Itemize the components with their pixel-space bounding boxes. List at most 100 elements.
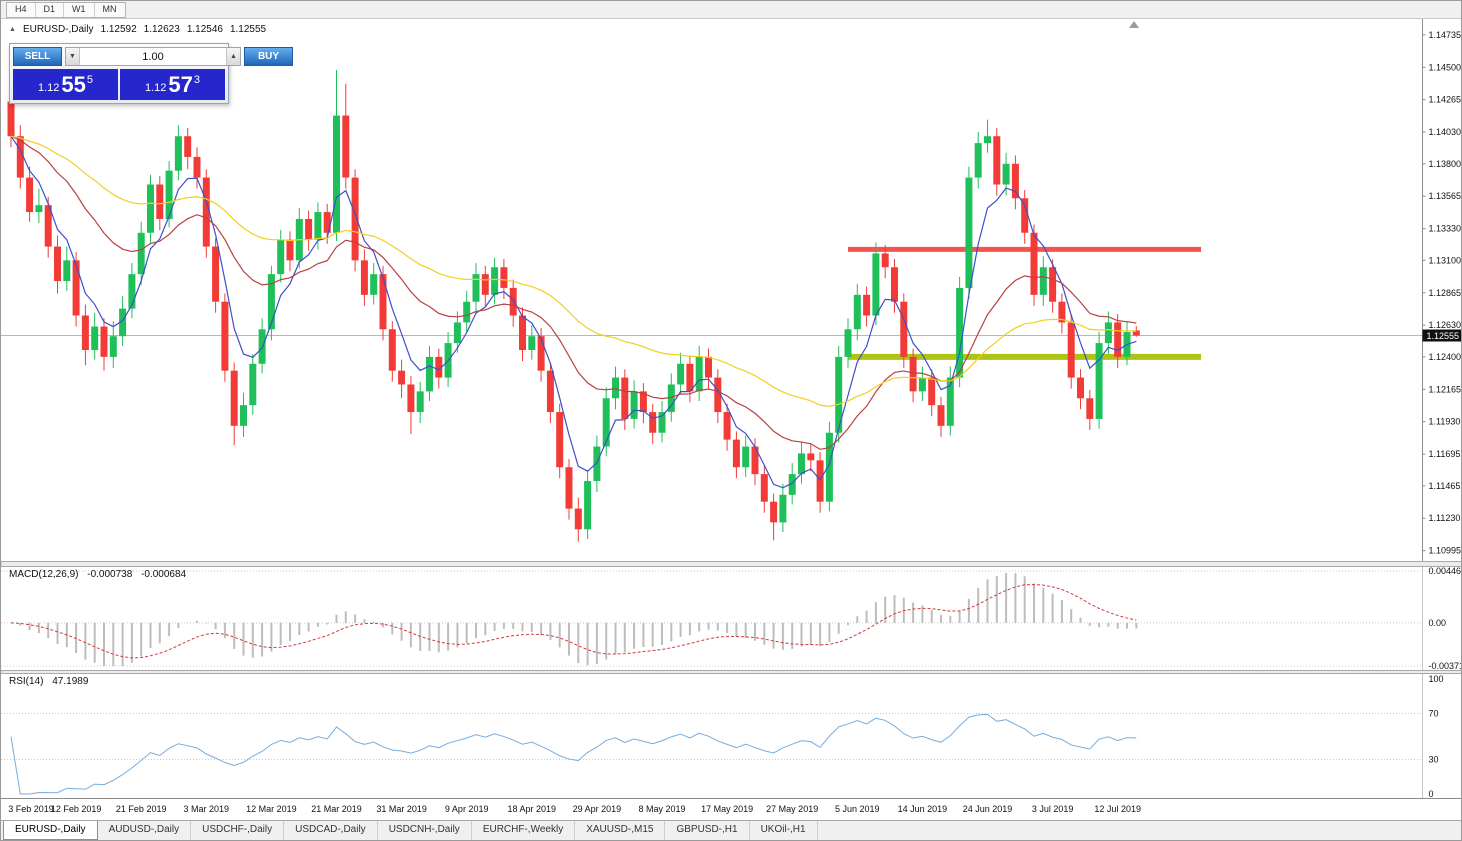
candle-up bbox=[109, 336, 117, 357]
candle-down bbox=[993, 136, 1001, 185]
candle-down bbox=[1067, 322, 1075, 378]
timeframe-button-mn[interactable]: MN bbox=[102, 3, 117, 14]
rsi-label: RSI(14) bbox=[9, 676, 44, 687]
bottom-tab-ukoil-h1[interactable]: UKOil-,H1 bbox=[750, 821, 818, 840]
date-axis-label: 9 Apr 2019 bbox=[445, 804, 489, 814]
sell-button[interactable]: SELL bbox=[13, 47, 62, 66]
candle-down bbox=[379, 274, 387, 330]
timeframe-button-h4[interactable]: H4 bbox=[7, 2, 36, 17]
candle-down bbox=[519, 315, 526, 350]
sell-price-pips: 55 bbox=[61, 71, 86, 97]
price-axis-label: 1.13100 bbox=[1429, 255, 1462, 265]
candle-down bbox=[649, 412, 657, 433]
timeframe-button-group: H4 D1 W1 MN bbox=[6, 1, 126, 18]
candle-up bbox=[1039, 267, 1047, 295]
timeframe-button-w1[interactable]: W1 bbox=[64, 2, 95, 17]
chart-canvas[interactable]: 1.14735 1.14500 1.14265 1.14030 1.13800 1.135… bbox=[1, 1, 1462, 822]
price-axis-label: 1.14735 bbox=[1429, 30, 1462, 40]
one-click-trade-panel: SELL ▼ ▲ BUY 1.12 55 5 1.12 57 3 bbox=[9, 43, 293, 104]
candle-up bbox=[277, 239, 285, 275]
candle-up bbox=[426, 356, 433, 392]
bottom-tab-audusd-daily[interactable]: AUDUSD-,Daily bbox=[98, 821, 192, 840]
candle-down bbox=[351, 177, 359, 261]
price-axis-label: 1.11695 bbox=[1429, 449, 1461, 459]
timeframe-button-d1[interactable]: D1 bbox=[36, 2, 65, 17]
candle-up bbox=[472, 274, 480, 302]
candle-up bbox=[844, 329, 852, 357]
volume-stepper: ▼ ▲ bbox=[65, 47, 241, 66]
candle-up bbox=[137, 232, 145, 275]
candle-up bbox=[463, 301, 471, 323]
bottom-tab-eurusd-daily[interactable]: EURUSD-,Daily bbox=[3, 821, 98, 840]
candle-down bbox=[230, 370, 238, 426]
candle-down bbox=[7, 101, 15, 137]
volume-down-button[interactable]: ▼ bbox=[66, 48, 80, 65]
candle-down bbox=[26, 177, 34, 213]
bottom-tab-usdchf-daily[interactable]: USDCHF-,Daily bbox=[191, 821, 285, 840]
price-axis-label: 1.13800 bbox=[1429, 159, 1462, 169]
candle-down bbox=[863, 294, 871, 316]
candle-down bbox=[714, 377, 722, 413]
bottom-tab-eurchf-weekly[interactable]: EURCHF-,Weekly bbox=[472, 821, 576, 840]
candle-down bbox=[500, 267, 508, 288]
trade-panel-toggle-icon[interactable]: ▲ bbox=[9, 26, 16, 33]
panel-splitter[interactable] bbox=[1, 561, 1462, 567]
candle-up bbox=[370, 274, 378, 295]
candle-up bbox=[119, 308, 127, 337]
candle-up bbox=[742, 446, 750, 468]
rsi-axis-label: 70 bbox=[1429, 709, 1439, 719]
sell-price-head: 1.12 bbox=[37, 82, 60, 94]
date-axis-label: 27 May 2019 bbox=[766, 804, 818, 814]
date-axis-label: 12 Feb 2019 bbox=[51, 804, 102, 814]
candle-down bbox=[565, 467, 573, 509]
date-axis-label: 24 Jun 2019 bbox=[963, 804, 1013, 814]
buy-button[interactable]: BUY bbox=[244, 47, 293, 66]
bottom-tab-usdcnh-daily[interactable]: USDCNH-,Daily bbox=[378, 821, 472, 840]
candle-down bbox=[202, 177, 210, 247]
volume-up-button[interactable]: ▲ bbox=[226, 48, 240, 65]
candle-down bbox=[72, 260, 80, 316]
candle-down bbox=[928, 377, 936, 406]
candle-up bbox=[249, 363, 257, 406]
candle-down bbox=[1021, 198, 1029, 233]
candle-down bbox=[770, 501, 778, 523]
buy-price-box[interactable]: 1.12 57 3 bbox=[120, 69, 225, 100]
candle-up bbox=[974, 143, 982, 178]
sell-price-box[interactable]: 1.12 55 5 bbox=[13, 69, 118, 100]
macd-value-main: -0.000738 bbox=[87, 569, 133, 580]
chart-shift-marker[interactable] bbox=[1129, 21, 1139, 28]
candle-down bbox=[900, 301, 908, 357]
ma-line-fast bbox=[10, 135, 1137, 489]
macd-panel-area[interactable] bbox=[1, 567, 1423, 670]
macd-signal-line bbox=[10, 584, 1137, 659]
candle-down bbox=[407, 384, 415, 413]
panel-splitter[interactable] bbox=[1, 670, 1462, 674]
macd-value-signal: -0.000684 bbox=[141, 569, 187, 580]
bottom-tab-usdcad-daily[interactable]: USDCAD-,Daily bbox=[284, 821, 378, 840]
candle-down bbox=[1058, 301, 1066, 323]
bottom-tab-xauusd-m15[interactable]: XAUUSD-,M15 bbox=[575, 821, 666, 840]
candle-up bbox=[1095, 343, 1103, 419]
ohlc-close: 1.12555 bbox=[229, 24, 267, 35]
candle-down bbox=[286, 239, 294, 261]
price-axis-label: 1.11930 bbox=[1429, 417, 1461, 427]
date-axis-label: 12 Mar 2019 bbox=[246, 804, 297, 814]
date-axis-label: 17 May 2019 bbox=[701, 804, 753, 814]
candle-up bbox=[788, 474, 796, 495]
candle-up bbox=[630, 391, 638, 419]
candle-up bbox=[165, 170, 173, 219]
candle-down bbox=[54, 246, 61, 282]
bottom-tab-gbpusd-h1[interactable]: GBPUSD-,H1 bbox=[665, 821, 750, 840]
price-axis-label: 1.12165 bbox=[1429, 384, 1462, 394]
main-chart-area[interactable] bbox=[1, 19, 1423, 561]
candle-down bbox=[388, 329, 396, 371]
candle-down bbox=[1132, 330, 1140, 336]
candle-down bbox=[360, 260, 368, 295]
candle-up bbox=[416, 391, 424, 413]
volume-input[interactable] bbox=[80, 48, 226, 65]
price-axis-label: 1.14030 bbox=[1429, 127, 1462, 137]
rsi-axis-label: 0 bbox=[1429, 789, 1434, 799]
candle-up bbox=[91, 326, 99, 350]
rsi-panel-area[interactable] bbox=[1, 674, 1423, 798]
candle-up bbox=[453, 322, 461, 344]
